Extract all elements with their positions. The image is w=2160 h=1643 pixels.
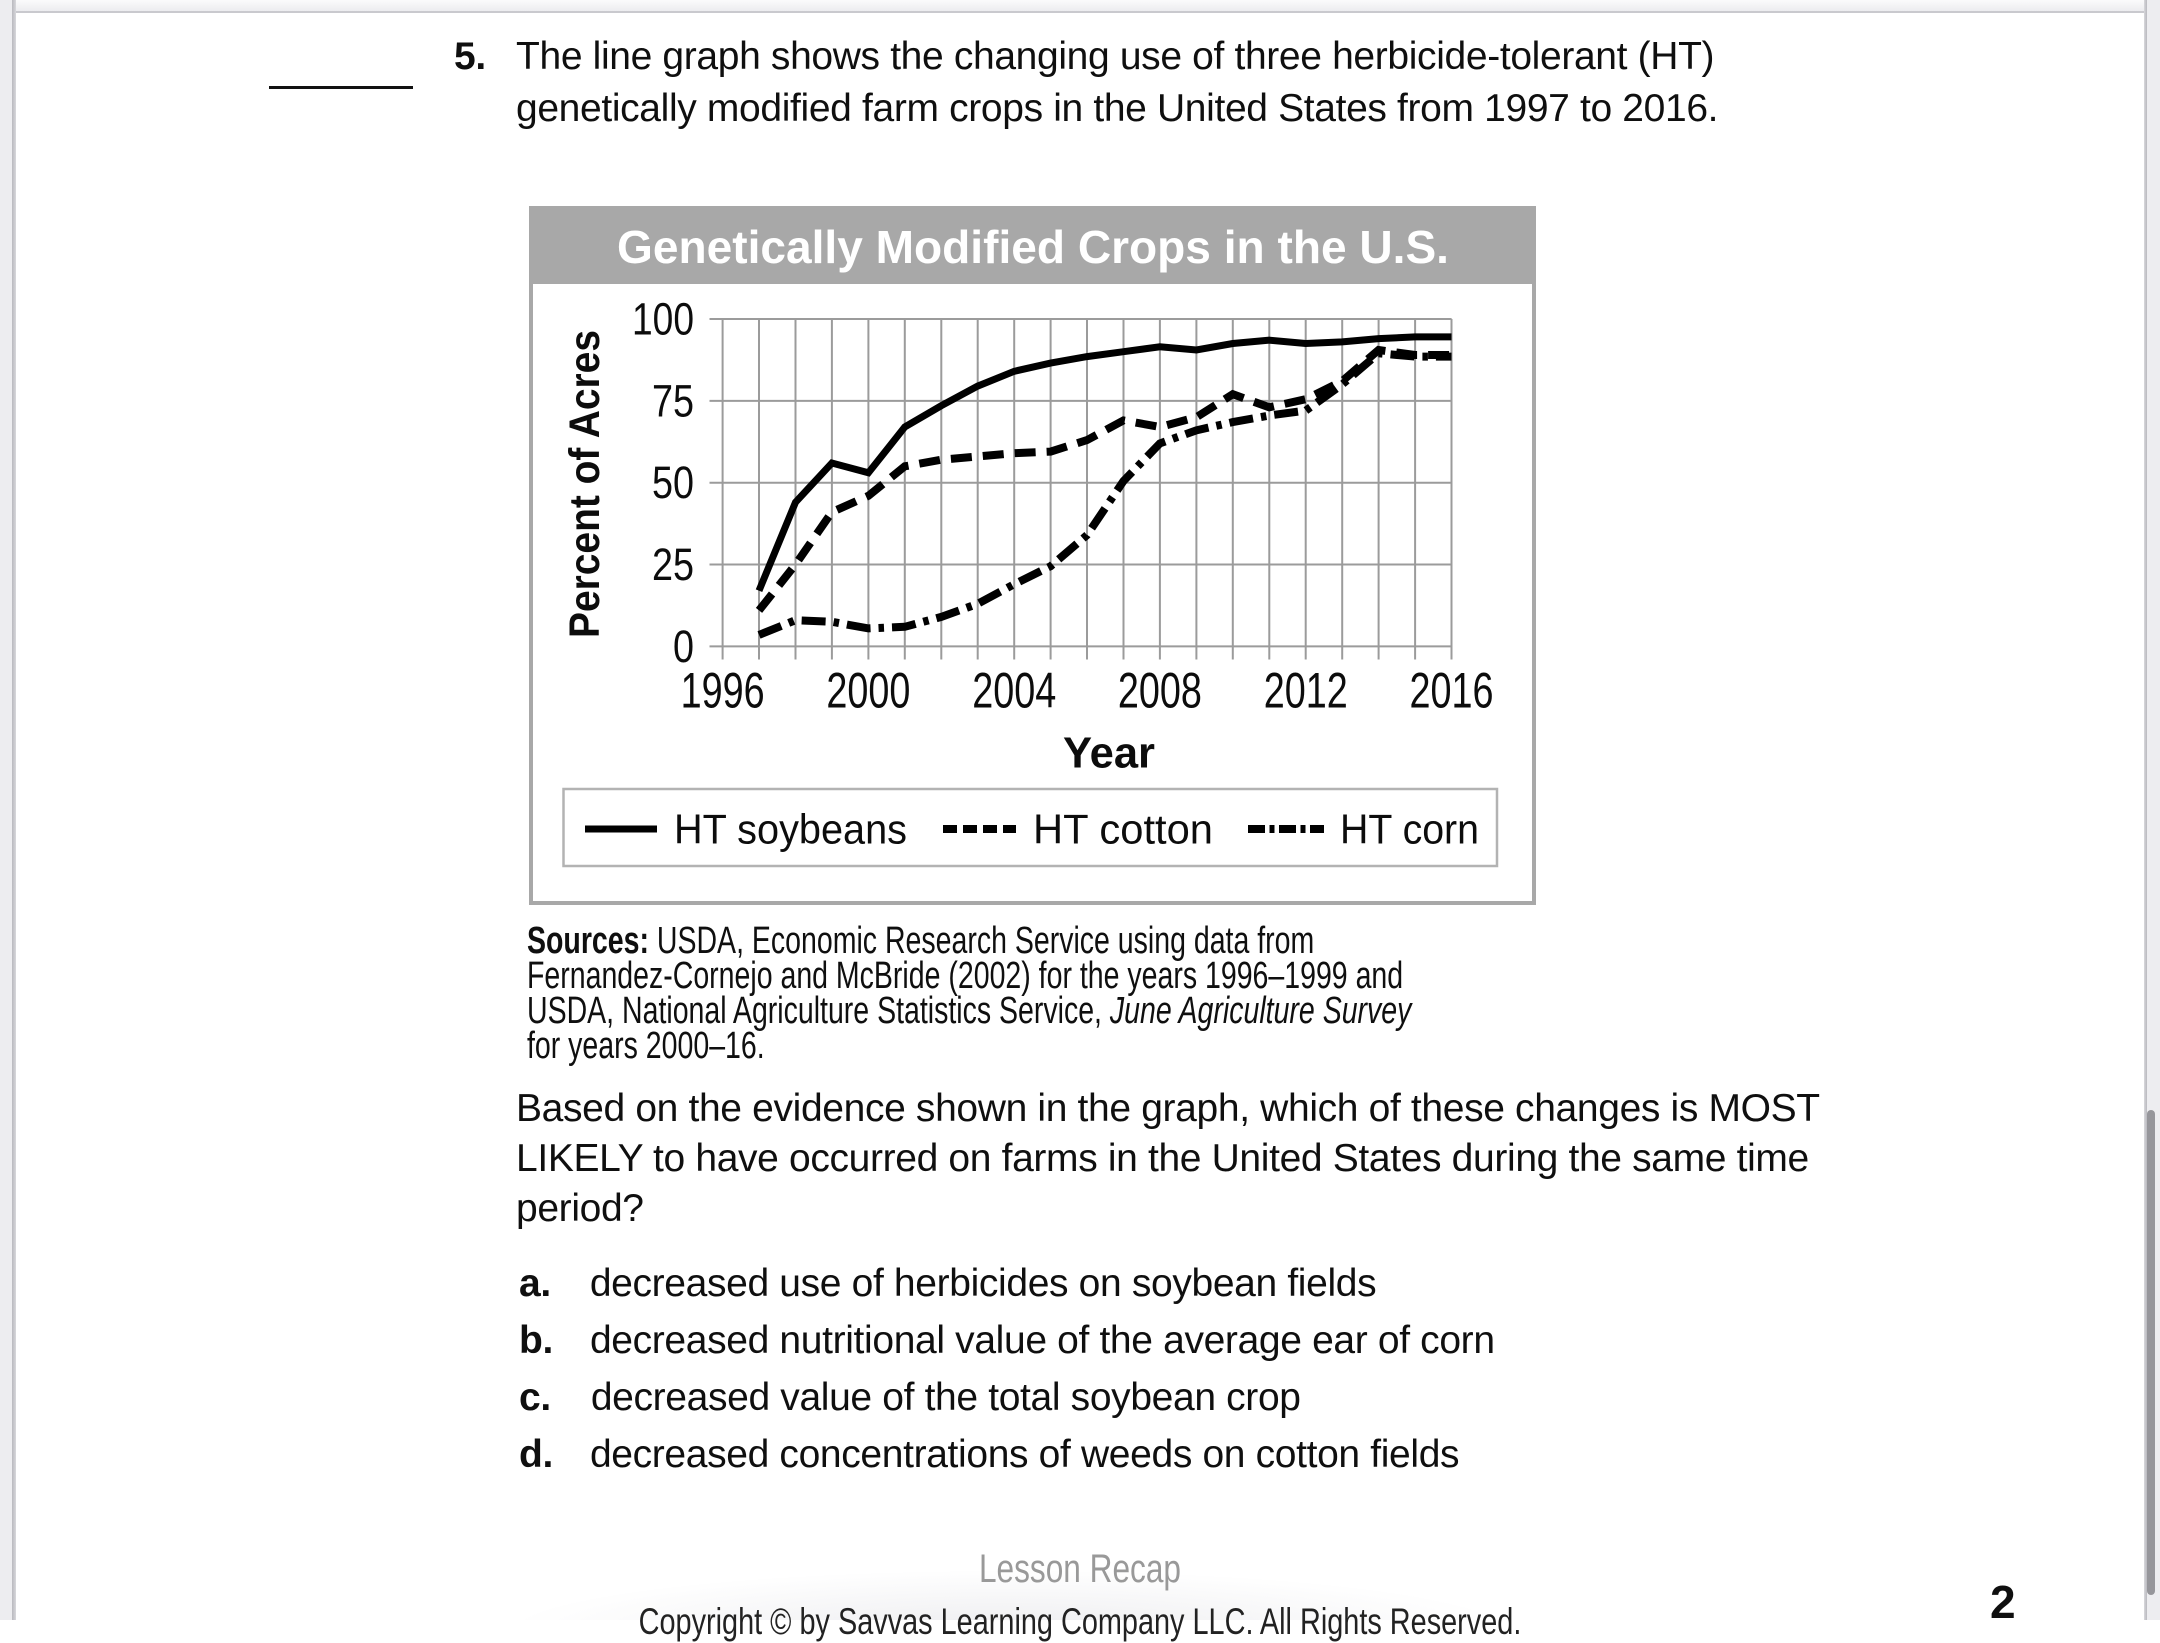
svg-text:Percent of Acres: Percent of Acres xyxy=(561,330,609,638)
svg-text:0: 0 xyxy=(673,621,694,672)
svg-text:2000: 2000 xyxy=(826,663,910,719)
svg-text:100: 100 xyxy=(632,293,694,344)
svg-text:Genetically Modified Crops in: Genetically Modified Crops in the U.S. xyxy=(617,221,1449,273)
svg-text:1996: 1996 xyxy=(681,663,765,719)
svg-text:Year: Year xyxy=(1063,729,1155,778)
svg-text:2004: 2004 xyxy=(972,663,1056,719)
svg-text:HT soybeans: HT soybeans xyxy=(674,806,907,853)
svg-text:HT cotton: HT cotton xyxy=(1033,806,1213,853)
svg-text:25: 25 xyxy=(652,539,694,590)
svg-text:50: 50 xyxy=(652,457,694,508)
svg-text:75: 75 xyxy=(652,375,694,426)
svg-text:HT corn: HT corn xyxy=(1340,806,1479,853)
svg-text:2012: 2012 xyxy=(1264,663,1348,719)
svg-text:2008: 2008 xyxy=(1118,663,1202,719)
svg-text:2016: 2016 xyxy=(1410,663,1494,719)
